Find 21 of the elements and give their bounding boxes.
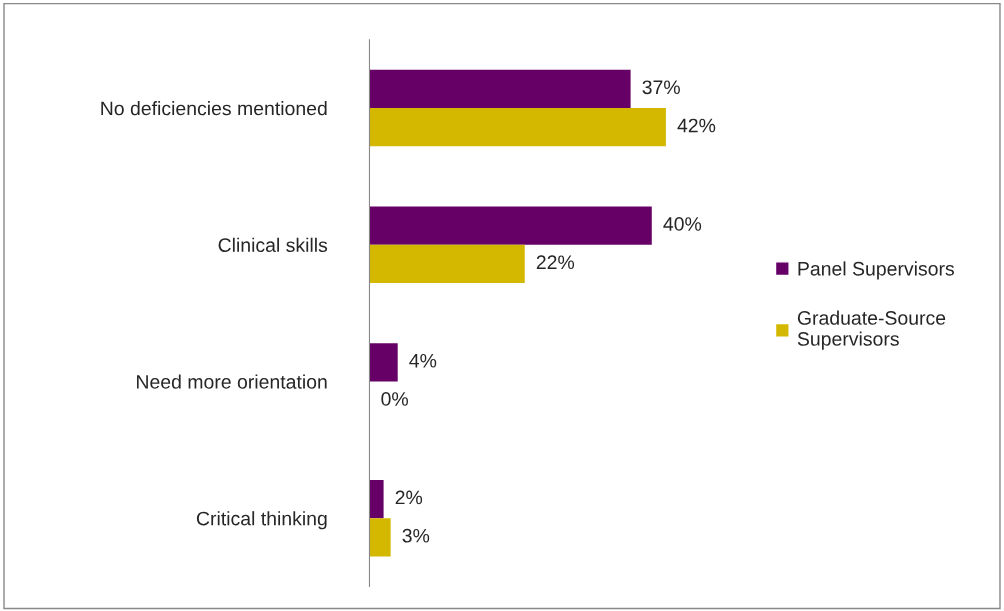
data-label: 42%: [677, 118, 716, 133]
data-label: 40%: [663, 217, 702, 231]
legend-label: Graduate-Source Supervisors: [797, 310, 946, 350]
bar: [369, 518, 391, 557]
bar: [369, 479, 384, 519]
y-tick-label: Need more orientation: [137, 374, 327, 389]
y-tick-label: Clinical skills: [218, 237, 328, 253]
data-label: 4%: [409, 353, 437, 368]
y-tick-label: Critical thinking: [196, 511, 327, 530]
data-label: 0%: [381, 392, 408, 406]
bar: [369, 206, 652, 245]
bar: [369, 108, 666, 147]
data-label: 2%: [395, 490, 423, 505]
data-label: 3%: [402, 528, 430, 543]
y-tick-label: No deficiencies mentioned: [101, 101, 327, 116]
data-label: 37%: [642, 80, 680, 95]
bar: [369, 244, 525, 284]
legend-label: Panel Supervisors: [798, 261, 954, 280]
data-label: 22%: [536, 255, 575, 270]
bar: [369, 343, 398, 382]
bar: [369, 69, 631, 109]
